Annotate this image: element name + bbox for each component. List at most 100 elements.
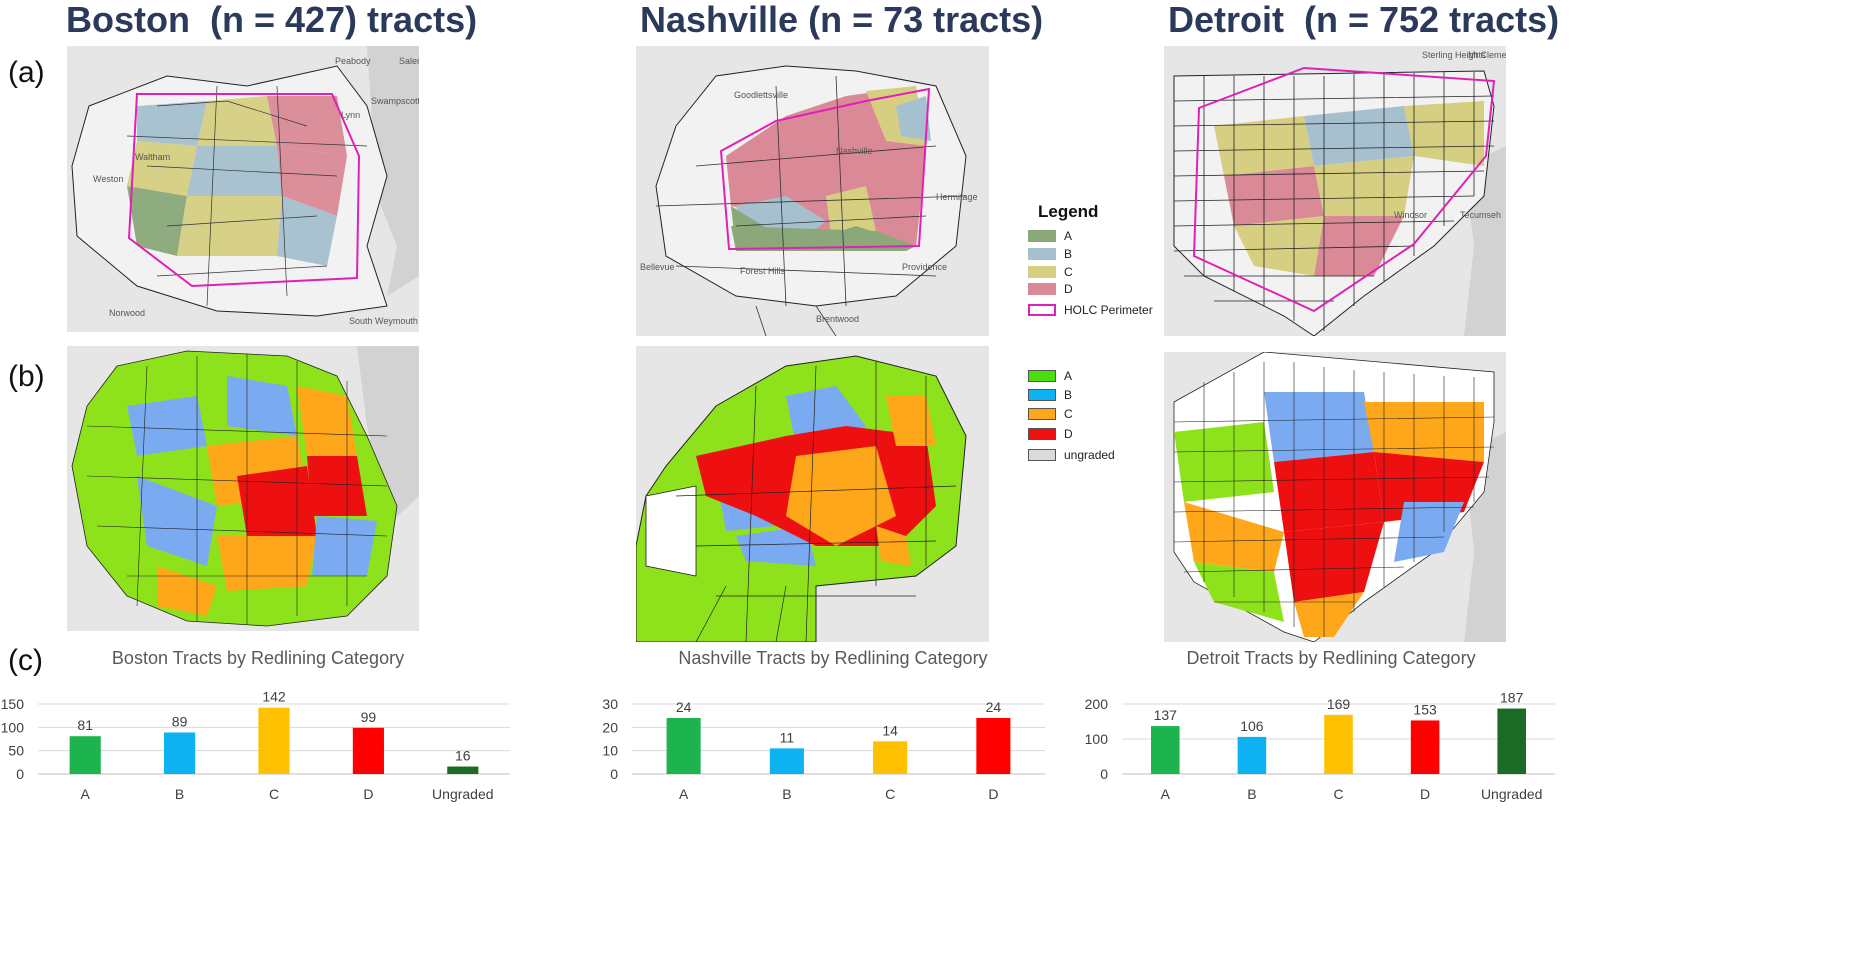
x-tick-label: B xyxy=(175,786,184,802)
bar-c xyxy=(873,741,908,774)
legend-swatch xyxy=(1028,408,1056,420)
detroit-bar-chart-svg: Detroit Tracts by Redlining Category 0 100… xyxy=(1085,648,1555,802)
bar-c xyxy=(1324,714,1353,774)
nashville-title: Nashville (n = 73 tracts) xyxy=(640,0,1044,40)
boston-bar-chart-svg: Boston Tracts by Redlining Category 0 50 10… xyxy=(1,648,510,802)
data-label: 11 xyxy=(780,729,795,745)
data-label: 24 xyxy=(676,699,692,715)
legend-swatch xyxy=(1028,428,1056,440)
bar-ungraded xyxy=(1497,708,1526,774)
y-tick-label: 0 xyxy=(1100,766,1108,782)
legend-swatch xyxy=(1028,283,1056,295)
data-label: 153 xyxy=(1413,701,1437,717)
legend-swatch xyxy=(1028,304,1056,316)
detroit-holc-map-art xyxy=(1173,66,1506,336)
detroit-bar-chart: Detroit Tracts by Redlining Category 0 100… xyxy=(1080,648,1560,955)
y-tick-label: 0 xyxy=(610,766,618,782)
boston-title: Boston (n = 427) tracts) xyxy=(66,0,478,40)
x-tick-label: Ungraded xyxy=(432,786,494,802)
legend-swatch xyxy=(1028,370,1056,382)
legend-swatch xyxy=(1028,449,1056,461)
map-place-label: Salem xyxy=(399,56,419,66)
grade-legend-item-c: C xyxy=(1028,407,1073,421)
nashville-holc-map: Goodlettsville Nashville Bellevue Forest… xyxy=(636,46,989,336)
data-label: 142 xyxy=(262,689,286,705)
x-tick-label: A xyxy=(679,786,689,802)
data-label: 106 xyxy=(1240,718,1264,734)
legend-item-d: D xyxy=(1028,282,1073,296)
chart-title: Boston Tracts by Redlining Category xyxy=(112,648,404,668)
boston-bar-chart: Boston Tracts by Redlining Category 0 50 10… xyxy=(0,648,520,955)
map-place-label: Windsor xyxy=(1394,210,1428,220)
bar-d xyxy=(352,727,384,774)
map-place-label: Weston xyxy=(93,174,124,184)
legend-label: D xyxy=(1064,282,1073,296)
y-tick-label: 200 xyxy=(1085,696,1109,712)
legend-label: ungraded xyxy=(1064,448,1115,462)
legend-label: B xyxy=(1064,247,1073,261)
nashville-grade-map-art xyxy=(636,355,967,642)
data-label: 89 xyxy=(172,713,188,729)
bar-d xyxy=(976,718,1011,774)
map-place-label: Brentwood xyxy=(816,314,860,324)
bar-c xyxy=(258,707,290,774)
legend-label: HOLC Perimeter xyxy=(1064,303,1153,317)
boston-holc-map: Peabody Salem Lynn Swampscott Waltham We… xyxy=(67,46,419,332)
data-label: 16 xyxy=(455,748,471,764)
y-tick-label: 100 xyxy=(1085,731,1109,747)
legend-swatch xyxy=(1028,230,1056,242)
map-place-label: Mt Clemens xyxy=(1468,50,1506,60)
y-tick-label: 0 xyxy=(16,766,24,782)
detroit-grade-map-art xyxy=(1173,352,1506,642)
nashville-holc-map-art xyxy=(655,65,967,336)
map-place-label: Bellevue xyxy=(640,262,675,272)
legend-swatch xyxy=(1028,389,1056,401)
map-place-label: Peabody xyxy=(335,56,371,66)
boston-holc-map-art xyxy=(71,46,419,317)
bar-a xyxy=(666,718,701,774)
data-label: 14 xyxy=(882,722,898,738)
map-place-label: Nashville xyxy=(836,146,873,156)
x-tick-label: B xyxy=(1247,786,1256,802)
x-tick-label: C xyxy=(269,786,279,802)
map-place-label: Forest Hills xyxy=(740,266,786,276)
x-tick-label: B xyxy=(782,786,791,802)
bar-a xyxy=(1151,726,1180,774)
y-tick-label: 50 xyxy=(8,743,24,759)
x-tick-label: C xyxy=(1333,786,1343,802)
data-label: 187 xyxy=(1500,690,1524,706)
boston-grade-map-art xyxy=(71,346,419,627)
data-label: 99 xyxy=(361,709,377,725)
grade-legend-item-d: D xyxy=(1028,427,1073,441)
y-tick-label: 100 xyxy=(1,719,25,735)
x-tick-label: Ungraded xyxy=(1481,786,1543,802)
data-label: 81 xyxy=(77,717,93,733)
map-place-label: Sterling Heights xyxy=(1422,50,1486,60)
grade-legend-item-ungraded: ungraded xyxy=(1028,448,1115,462)
legend-item-c: C xyxy=(1028,265,1073,279)
map-place-label: Swampscott xyxy=(371,96,419,106)
chart-title: Nashville Tracts by Redlining Category xyxy=(678,648,987,668)
legend-swatch xyxy=(1028,248,1056,260)
map-place-label: Waltham xyxy=(135,152,171,162)
grade-legend-item-a: A xyxy=(1028,369,1072,383)
data-label: 24 xyxy=(986,699,1002,715)
map-place-label: Providence xyxy=(902,262,948,272)
x-tick-label: A xyxy=(81,786,91,802)
nashville-bar-chart-svg: Nashville Tracts by Redlining Category 0 1… xyxy=(602,648,1045,802)
bar-b xyxy=(1237,736,1267,774)
data-label: 169 xyxy=(1327,696,1351,712)
legend-label: D xyxy=(1064,427,1073,441)
map-place-label: Hermitage xyxy=(936,192,978,202)
map-place-label: Goodlettsville xyxy=(734,90,789,100)
bar-d xyxy=(1410,720,1440,774)
row-label-c: (c) xyxy=(8,644,43,677)
legend-label: C xyxy=(1064,407,1073,421)
detroit-holc-map: Sterling Heights Mt Clemens Windsor Tecu… xyxy=(1164,46,1506,336)
map-place-label: Norwood xyxy=(109,308,146,318)
chart-title: Detroit Tracts by Redlining Category xyxy=(1186,648,1475,668)
y-tick-label: 10 xyxy=(602,743,618,759)
detroit-grade-map xyxy=(1164,352,1506,642)
legend-label: C xyxy=(1064,265,1073,279)
legend-label: A xyxy=(1064,369,1073,383)
